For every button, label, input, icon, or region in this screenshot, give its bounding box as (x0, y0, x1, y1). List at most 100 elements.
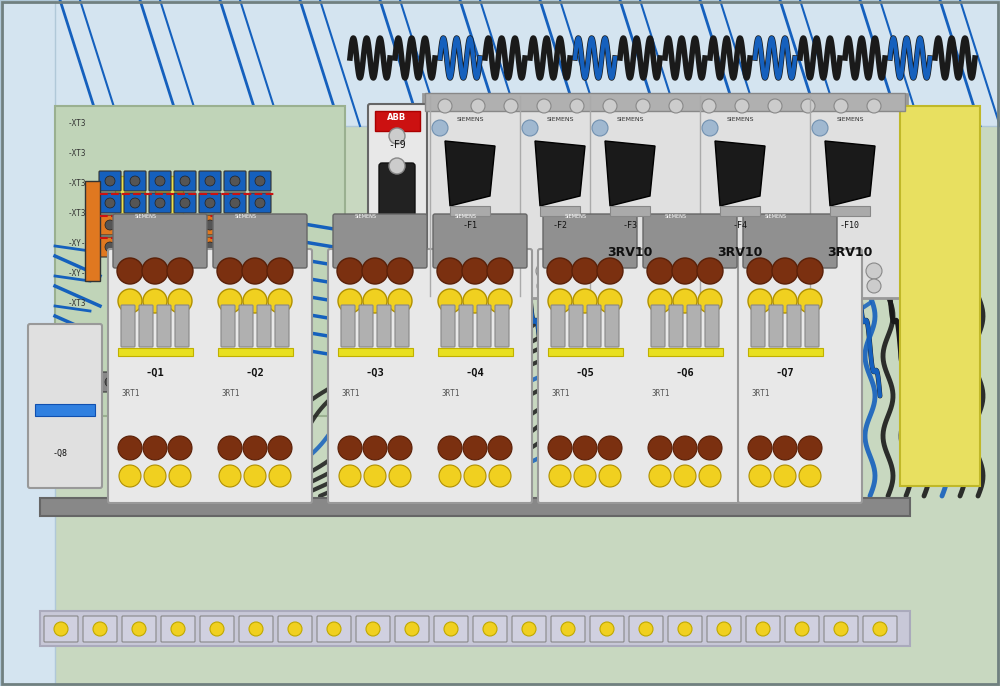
Circle shape (180, 176, 190, 186)
FancyBboxPatch shape (548, 348, 623, 356)
Circle shape (387, 258, 413, 284)
Text: -Q4: -Q4 (466, 368, 484, 378)
Circle shape (547, 258, 573, 284)
Circle shape (873, 622, 887, 636)
Circle shape (437, 258, 463, 284)
Text: 3RV10: 3RV10 (717, 246, 763, 259)
Text: -F9: -F9 (388, 140, 406, 150)
FancyBboxPatch shape (249, 372, 271, 392)
Circle shape (522, 622, 536, 636)
Circle shape (768, 279, 782, 293)
FancyBboxPatch shape (748, 348, 823, 356)
Text: ABB: ABB (387, 113, 407, 123)
Text: SIEMENS: SIEMENS (616, 117, 644, 122)
Text: -XT3: -XT3 (68, 119, 87, 128)
Circle shape (437, 263, 453, 279)
FancyBboxPatch shape (824, 616, 858, 642)
Circle shape (269, 465, 291, 487)
Text: SIEMENS: SIEMENS (455, 214, 477, 219)
FancyBboxPatch shape (199, 372, 221, 392)
Circle shape (169, 465, 191, 487)
Circle shape (249, 622, 263, 636)
Circle shape (471, 279, 485, 293)
Circle shape (230, 377, 240, 387)
FancyBboxPatch shape (249, 237, 271, 257)
Circle shape (489, 465, 511, 487)
Circle shape (867, 279, 881, 293)
FancyBboxPatch shape (149, 215, 171, 235)
Circle shape (537, 99, 551, 113)
Text: -F1: -F1 (462, 221, 478, 230)
Text: -XT3: -XT3 (68, 149, 87, 158)
Circle shape (598, 289, 622, 313)
Circle shape (866, 263, 882, 279)
Circle shape (205, 377, 215, 387)
Circle shape (444, 622, 458, 636)
Circle shape (573, 289, 597, 313)
Text: SIEMENS: SIEMENS (836, 117, 864, 122)
Circle shape (597, 258, 623, 284)
Circle shape (748, 436, 772, 460)
FancyBboxPatch shape (221, 305, 235, 347)
FancyBboxPatch shape (199, 171, 221, 191)
FancyBboxPatch shape (278, 616, 312, 642)
FancyBboxPatch shape (124, 372, 146, 392)
Circle shape (672, 258, 698, 284)
Circle shape (267, 258, 293, 284)
Circle shape (438, 289, 462, 313)
Circle shape (573, 436, 597, 460)
FancyBboxPatch shape (108, 249, 312, 503)
Circle shape (105, 242, 115, 252)
Circle shape (205, 242, 215, 252)
Circle shape (288, 622, 302, 636)
FancyBboxPatch shape (377, 305, 391, 347)
Text: -F2: -F2 (552, 221, 568, 230)
FancyBboxPatch shape (433, 214, 527, 268)
FancyBboxPatch shape (99, 372, 121, 392)
FancyBboxPatch shape (115, 176, 145, 226)
FancyBboxPatch shape (213, 214, 307, 268)
FancyBboxPatch shape (738, 249, 862, 503)
FancyBboxPatch shape (224, 237, 246, 257)
FancyBboxPatch shape (149, 171, 171, 191)
Text: SIEMENS: SIEMENS (135, 214, 157, 219)
FancyBboxPatch shape (651, 305, 665, 347)
Circle shape (130, 198, 140, 208)
FancyBboxPatch shape (149, 193, 171, 213)
FancyBboxPatch shape (538, 249, 742, 503)
FancyBboxPatch shape (900, 106, 980, 486)
FancyBboxPatch shape (124, 193, 146, 213)
Circle shape (735, 99, 749, 113)
FancyBboxPatch shape (99, 237, 121, 257)
FancyBboxPatch shape (199, 215, 221, 235)
FancyBboxPatch shape (224, 193, 246, 213)
Circle shape (462, 258, 488, 284)
Circle shape (255, 242, 265, 252)
Polygon shape (715, 141, 765, 206)
Circle shape (155, 176, 165, 186)
Circle shape (205, 176, 215, 186)
FancyBboxPatch shape (249, 171, 271, 191)
FancyBboxPatch shape (155, 176, 183, 231)
Text: 3RV10: 3RV10 (827, 246, 873, 259)
Circle shape (548, 289, 572, 313)
Circle shape (548, 436, 572, 460)
Text: 3RT1: 3RT1 (342, 389, 360, 398)
Circle shape (570, 279, 584, 293)
Circle shape (504, 99, 518, 113)
Circle shape (438, 436, 462, 460)
Circle shape (798, 289, 822, 313)
FancyBboxPatch shape (218, 348, 293, 356)
Circle shape (574, 465, 596, 487)
FancyBboxPatch shape (44, 616, 78, 642)
Text: SIEMENS: SIEMENS (565, 214, 587, 219)
Circle shape (327, 622, 341, 636)
Circle shape (130, 176, 140, 186)
Circle shape (747, 258, 773, 284)
FancyBboxPatch shape (83, 616, 117, 642)
Circle shape (639, 622, 653, 636)
Circle shape (130, 242, 140, 252)
Text: -Q7: -Q7 (776, 368, 794, 378)
Circle shape (243, 289, 267, 313)
FancyBboxPatch shape (275, 305, 289, 347)
